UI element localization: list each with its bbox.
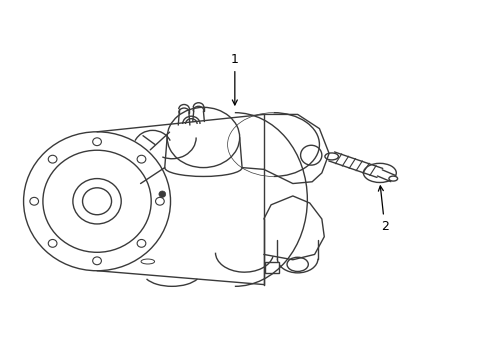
Ellipse shape: [48, 155, 57, 163]
Ellipse shape: [48, 239, 57, 247]
Ellipse shape: [137, 155, 145, 163]
Ellipse shape: [286, 257, 308, 271]
Text: 2: 2: [378, 186, 388, 233]
Ellipse shape: [159, 191, 165, 197]
Text: 1: 1: [230, 53, 238, 105]
Ellipse shape: [324, 153, 338, 160]
Ellipse shape: [30, 197, 39, 205]
Ellipse shape: [93, 138, 101, 145]
Ellipse shape: [137, 239, 145, 247]
Ellipse shape: [300, 145, 321, 165]
Ellipse shape: [388, 176, 397, 181]
Ellipse shape: [366, 165, 393, 181]
Ellipse shape: [363, 163, 395, 183]
Ellipse shape: [93, 257, 101, 265]
Ellipse shape: [155, 197, 164, 205]
Bar: [264, 262, 279, 273]
